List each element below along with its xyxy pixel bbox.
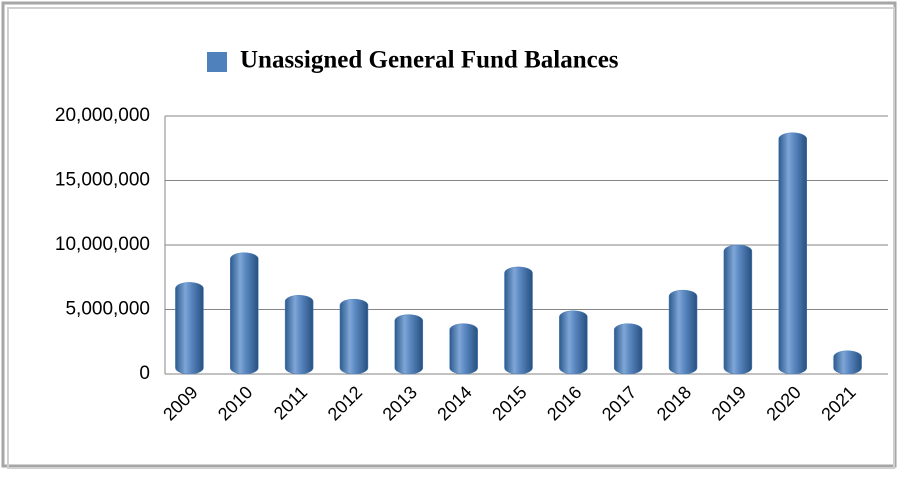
bar bbox=[668, 289, 698, 375]
bar bbox=[504, 266, 533, 375]
frame-shadow bbox=[7, 7, 895, 469]
chart-frame bbox=[1, 1, 897, 468]
bar bbox=[833, 350, 862, 375]
y-tick-label: 10,000,000 bbox=[55, 234, 150, 255]
bar bbox=[339, 298, 369, 375]
bar bbox=[449, 323, 478, 375]
bar bbox=[394, 314, 424, 375]
y-tick-label: 15,000,000 bbox=[55, 170, 150, 191]
bar bbox=[559, 310, 588, 375]
y-tick-label: 0 bbox=[139, 363, 150, 384]
bar bbox=[723, 244, 753, 375]
y-tick-label: 5,000,000 bbox=[65, 299, 150, 320]
legend: Unassigned General Fund Balances bbox=[207, 47, 619, 74]
bar bbox=[778, 132, 807, 375]
bar bbox=[230, 252, 259, 375]
bar bbox=[613, 323, 643, 375]
bar bbox=[175, 282, 204, 375]
legend-swatch bbox=[207, 52, 227, 72]
legend-label: Unassigned General Fund Balances bbox=[240, 47, 619, 74]
bar bbox=[284, 295, 314, 375]
y-tick-label: 20,000,000 bbox=[55, 105, 150, 126]
